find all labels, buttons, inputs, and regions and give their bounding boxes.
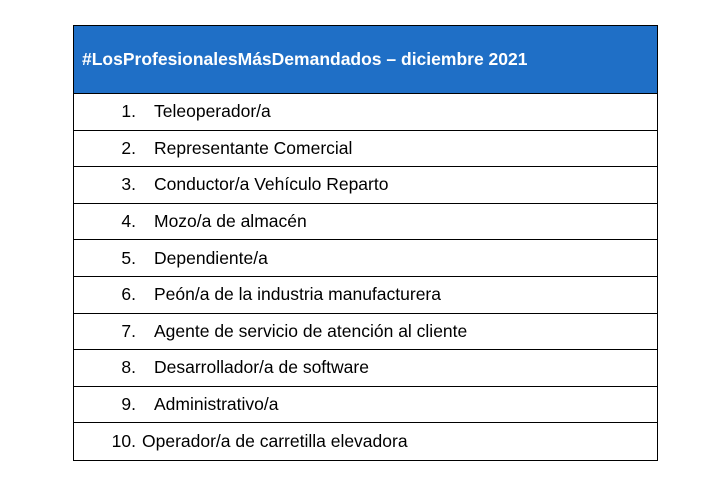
- table-row: 10. Operador/a de carretilla elevadora: [74, 423, 657, 460]
- row-label: Desarrollador/a de software: [154, 357, 369, 378]
- table-row: 1. Teleoperador/a: [74, 94, 657, 131]
- table-row: 8. Desarrollador/a de software: [74, 350, 657, 387]
- row-number: 6.: [121, 284, 136, 305]
- row-label: Operador/a de carretilla elevadora: [142, 431, 408, 452]
- table-row: 7. Agente de servicio de atención al cli…: [74, 314, 657, 351]
- row-number: 5.: [121, 247, 136, 268]
- row-label: Administrativo/a: [154, 394, 279, 415]
- row-number: 9.: [121, 394, 136, 415]
- row-label: Representante Comercial: [154, 137, 353, 158]
- row-number: 4.: [121, 211, 136, 232]
- row-number: 7.: [121, 320, 136, 341]
- table-row: 4. Mozo/a de almacén: [74, 204, 657, 241]
- row-number: 8.: [121, 357, 136, 378]
- row-label: Teleoperador/a: [154, 101, 271, 122]
- row-number: 3.: [121, 174, 136, 195]
- table-header: #LosProfesionalesMásDemandados – diciemb…: [74, 26, 657, 94]
- row-label: Dependiente/a: [154, 247, 268, 268]
- professions-table: #LosProfesionalesMásDemandados – diciemb…: [73, 25, 658, 461]
- table-row: 6. Peón/a de la industria manufacturera: [74, 277, 657, 314]
- row-label: Agente de servicio de atención al client…: [154, 320, 468, 341]
- row-label: Peón/a de la industria manufacturera: [154, 284, 441, 305]
- table-row: 9. Administrativo/a: [74, 387, 657, 424]
- row-number: 1.: [121, 101, 136, 122]
- row-number: 2.: [121, 137, 136, 158]
- table-row: 2. Representante Comercial: [74, 131, 657, 168]
- row-label: Conductor/a Vehículo Reparto: [154, 174, 389, 195]
- row-number: 10.: [111, 431, 136, 452]
- table-row: 5. Dependiente/a: [74, 240, 657, 277]
- row-label: Mozo/a de almacén: [154, 211, 307, 232]
- table-row: 3. Conductor/a Vehículo Reparto: [74, 167, 657, 204]
